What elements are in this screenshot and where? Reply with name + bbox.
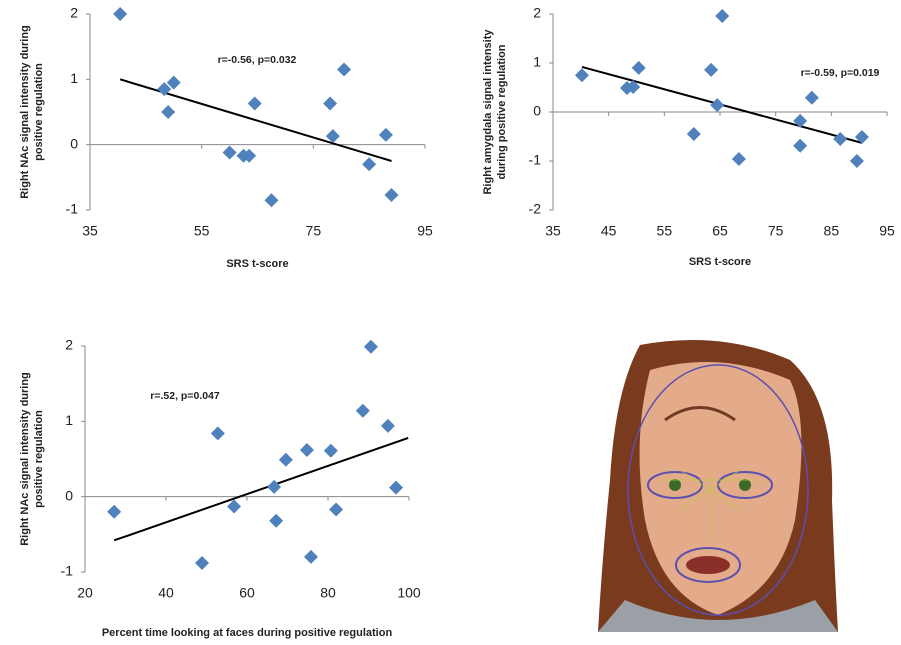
y-axis-label: during positive regulation (496, 44, 508, 179)
y-tick-label: 2 (65, 337, 73, 353)
x-axis-label: SRS t-score (226, 258, 288, 270)
point (833, 131, 848, 146)
point (242, 148, 257, 163)
point (247, 96, 262, 111)
y-tick-label: 2 (533, 5, 541, 21)
point (389, 480, 404, 495)
point (384, 187, 399, 202)
x-tick-label: 95 (417, 223, 433, 239)
y-tick-label: 1 (65, 412, 73, 428)
point (854, 129, 869, 144)
x-tick-label: 85 (824, 223, 840, 239)
x-tick-label: 40 (158, 585, 174, 601)
x-axis-label: SRS t-score (689, 256, 751, 268)
x-axis-label: Percent time looking at faces during pos… (102, 627, 393, 639)
point (113, 7, 128, 21)
y-axis-label: positive regulation (33, 63, 45, 161)
point (378, 127, 393, 142)
point (157, 82, 172, 97)
x-tick-label: 60 (239, 585, 255, 601)
point (303, 549, 318, 564)
point (804, 90, 819, 105)
y-tick-label: 0 (70, 135, 78, 151)
point (793, 113, 808, 128)
x-tick-label: 80 (320, 585, 336, 601)
point (710, 98, 725, 113)
x-tick-label: 35 (82, 223, 98, 239)
chart: -1 0 1 2 20 40 60 80 100 Percent time looking at … (19, 337, 421, 639)
x-tick-label: 45 (601, 223, 617, 239)
y-tick-label: 0 (533, 103, 541, 119)
face-photo (598, 340, 838, 632)
point (299, 442, 314, 457)
point (686, 127, 701, 142)
x-tick-label: 75 (306, 223, 322, 239)
point (849, 154, 864, 168)
point (362, 157, 377, 172)
x-tick-label: 95 (879, 223, 895, 239)
point (715, 8, 730, 23)
point (269, 513, 284, 528)
point (355, 403, 370, 418)
point (323, 96, 338, 111)
x-tick-label: 55 (194, 223, 210, 239)
point (195, 555, 210, 570)
point (380, 418, 395, 433)
point (323, 443, 338, 458)
y-axis-label: Right NAc signal intensity during (19, 25, 31, 199)
point (329, 502, 344, 517)
y-tick-label: 1 (533, 54, 541, 70)
point (227, 499, 242, 514)
point (363, 339, 378, 354)
chart: -2 -1 0 1 2 35 45 55 65 75 85 95 SRS t-score Right am… (482, 5, 895, 268)
point (631, 60, 646, 75)
trendline (113, 436, 409, 542)
y-tick-label: -1 (529, 152, 542, 168)
point (267, 479, 282, 494)
point (574, 68, 589, 83)
x-tick-label: 55 (657, 223, 673, 239)
annotation: r=.52, p=0.047 (150, 390, 220, 402)
y-tick-label: -1 (61, 563, 74, 579)
point (264, 193, 279, 208)
point (793, 138, 808, 153)
y-axis-label: Right NAc signal intensity during (19, 372, 31, 546)
x-tick-label: 20 (77, 585, 93, 601)
y-tick-label: 0 (65, 487, 73, 503)
point (222, 145, 237, 160)
x-tick-label: 35 (545, 223, 561, 239)
y-tick-label: -1 (66, 201, 79, 217)
x-tick-label: 100 (397, 585, 421, 601)
point (210, 426, 225, 441)
x-tick-label: 75 (768, 223, 784, 239)
point (325, 129, 340, 144)
point (107, 504, 122, 519)
y-tick-label: -2 (529, 201, 542, 217)
point (704, 62, 719, 77)
y-tick-label: 1 (70, 70, 78, 86)
point (731, 152, 746, 167)
y-tick-label: 2 (70, 5, 78, 21)
point (161, 105, 176, 119)
point (626, 80, 641, 95)
y-axis-label: positive regulation (33, 410, 45, 508)
point (278, 452, 293, 467)
x-tick-label: 65 (712, 223, 728, 239)
point (337, 62, 352, 77)
y-axis-label: Right amygdala signal intensity (482, 29, 494, 195)
annotation: r=-0.59, p=0.019 (801, 67, 880, 79)
annotation: r=-0.56, p=0.032 (218, 54, 297, 66)
chart: -1 0 1 2 35 55 75 95 SRS t-score Right NAc signal… (19, 5, 433, 270)
point (166, 75, 181, 90)
